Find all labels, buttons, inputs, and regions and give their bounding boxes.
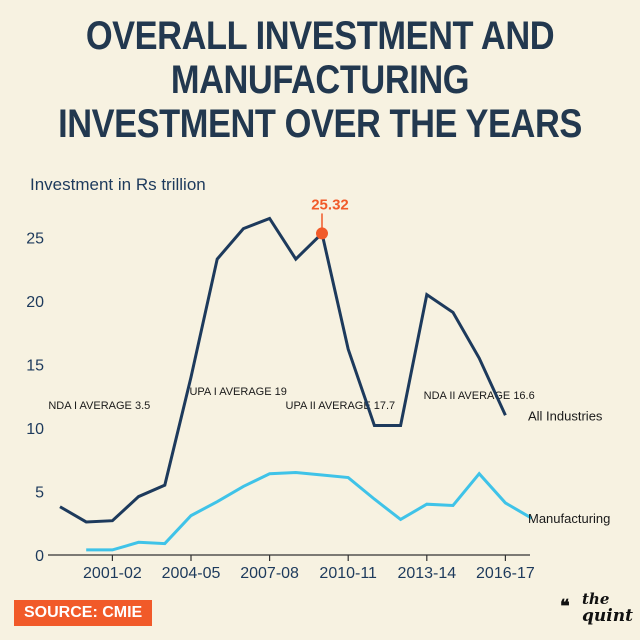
x-axis-ticks: 2001-02 2004-05 2007-08 2010-11 2013-14 2016-… (83, 555, 535, 582)
x-tick-label: 2013-14 (397, 565, 456, 582)
y-tick-label: 15 (26, 358, 44, 375)
peak-marker-group: 25.32 (311, 196, 349, 240)
title-line-2: MANUFACTURING (170, 58, 470, 102)
average-annotation: UPA II AVERAGE 17.7 (286, 400, 396, 412)
y-tick-label: 25 (26, 231, 44, 248)
y-tick-label: 20 (26, 294, 44, 311)
average-annotation: UPA I AVERAGE 19 (189, 386, 286, 398)
all-industries-line (59, 216, 507, 524)
y-axis-label: Investment in Rs trillion (30, 175, 206, 194)
peak-marker (316, 227, 328, 240)
average-annotation: NDA II AVERAGE 16.6 (424, 390, 535, 402)
y-tick-label: 0 (35, 548, 44, 565)
logo-word-quint: quint (582, 606, 633, 626)
x-tick-label: 2007-08 (240, 565, 299, 582)
all-industries-label: All Industries (528, 408, 603, 423)
source-badge: SOURCE: CMIE (14, 600, 153, 626)
manufacturing-line (86, 470, 533, 552)
average-annotation: NDA I AVERAGE 3.5 (48, 400, 150, 412)
x-tick-label: 2016-17 (476, 565, 535, 582)
y-tick-label: 10 (26, 421, 44, 438)
quint-bird-icon: ❝ (560, 596, 570, 616)
y-tick-label: 5 (35, 485, 44, 502)
chart-title: OVERALL INVESTMENT AND MANUFACTURING INV… (45, 14, 595, 146)
title-line-1: OVERALL INVESTMENT AND (85, 14, 555, 58)
peak-value-label: 25.32 (311, 196, 349, 213)
manufacturing-label: Manufacturing (528, 511, 610, 526)
logo-word-the: the (582, 590, 610, 608)
title-line-3: INVESTMENT OVER THE YEARS (58, 102, 582, 146)
x-tick-label: 2001-02 (83, 565, 142, 582)
series-labels: All Industries Manufacturing (528, 408, 610, 526)
x-tick-label: 2010-11 (319, 565, 377, 582)
y-axis-ticks: 0 5 10 15 20 25 (26, 231, 44, 566)
series-lines (59, 216, 533, 552)
the-quint-logo: ❝ the quint (560, 590, 633, 632)
x-tick-label: 2004-05 (162, 565, 221, 582)
